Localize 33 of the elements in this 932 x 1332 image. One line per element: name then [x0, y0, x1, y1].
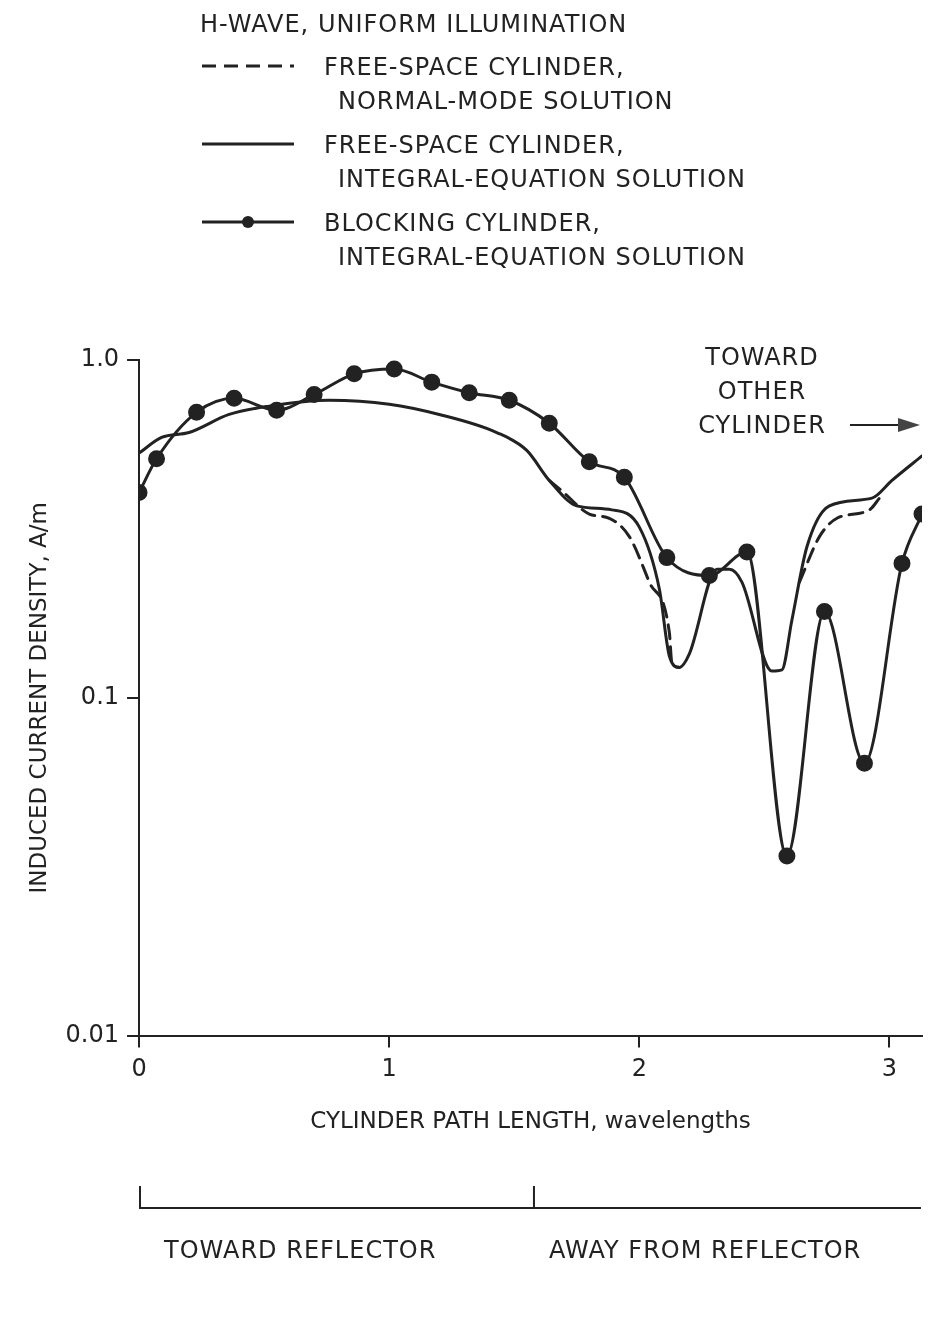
text: TOWARD REFLECTOR: [164, 1235, 437, 1264]
x-tick-label: 0: [131, 1054, 147, 1083]
legend-label: FREE-SPACE CYLINDER, INTEGRAL-EQUATION SOLUTION: [324, 130, 748, 195]
x-tick-label: 3: [881, 1054, 898, 1083]
point: [815, 603, 833, 621]
point: [855, 754, 873, 772]
annotation: TOWARD OTHER CYLINDER: [697, 342, 827, 441]
x-axis-title: CYLINDER PATH LENGTH, wavelengths: [310, 1107, 751, 1134]
point: [345, 365, 363, 383]
legend-label: BLOCKING CYLINDER, INTEGRAL-EQUATION SOLUTION: [324, 208, 748, 273]
point: [188, 403, 206, 421]
legend-title: H-WAVE, UNIFORM ILLUMINATION: [200, 10, 629, 38]
y-tick-label: 0.1: [80, 682, 120, 711]
point: [580, 453, 598, 471]
point: [893, 554, 911, 572]
point: [148, 450, 166, 468]
point: [460, 384, 478, 402]
point: [738, 543, 756, 561]
point: [540, 414, 558, 432]
point: [615, 468, 633, 486]
point: [225, 389, 243, 407]
point: [385, 360, 403, 378]
point: [658, 549, 676, 567]
y-tick-label: 0.01: [65, 1019, 120, 1048]
point: [423, 373, 441, 391]
text: AWAY FROM REFLECTOR: [549, 1235, 862, 1264]
point: [778, 847, 796, 865]
point: [500, 391, 518, 409]
x-tick-label: 1: [381, 1054, 397, 1083]
x-tick-label: 2: [631, 1054, 647, 1083]
y-tick-label: 1.0: [80, 344, 120, 373]
y-axis-title: INDUCED CURRENT DENSITY, A/m: [24, 502, 51, 894]
legend-label: FREE-SPACE CYLINDER, NORMAL-MODE SOLUTION: [324, 52, 675, 117]
